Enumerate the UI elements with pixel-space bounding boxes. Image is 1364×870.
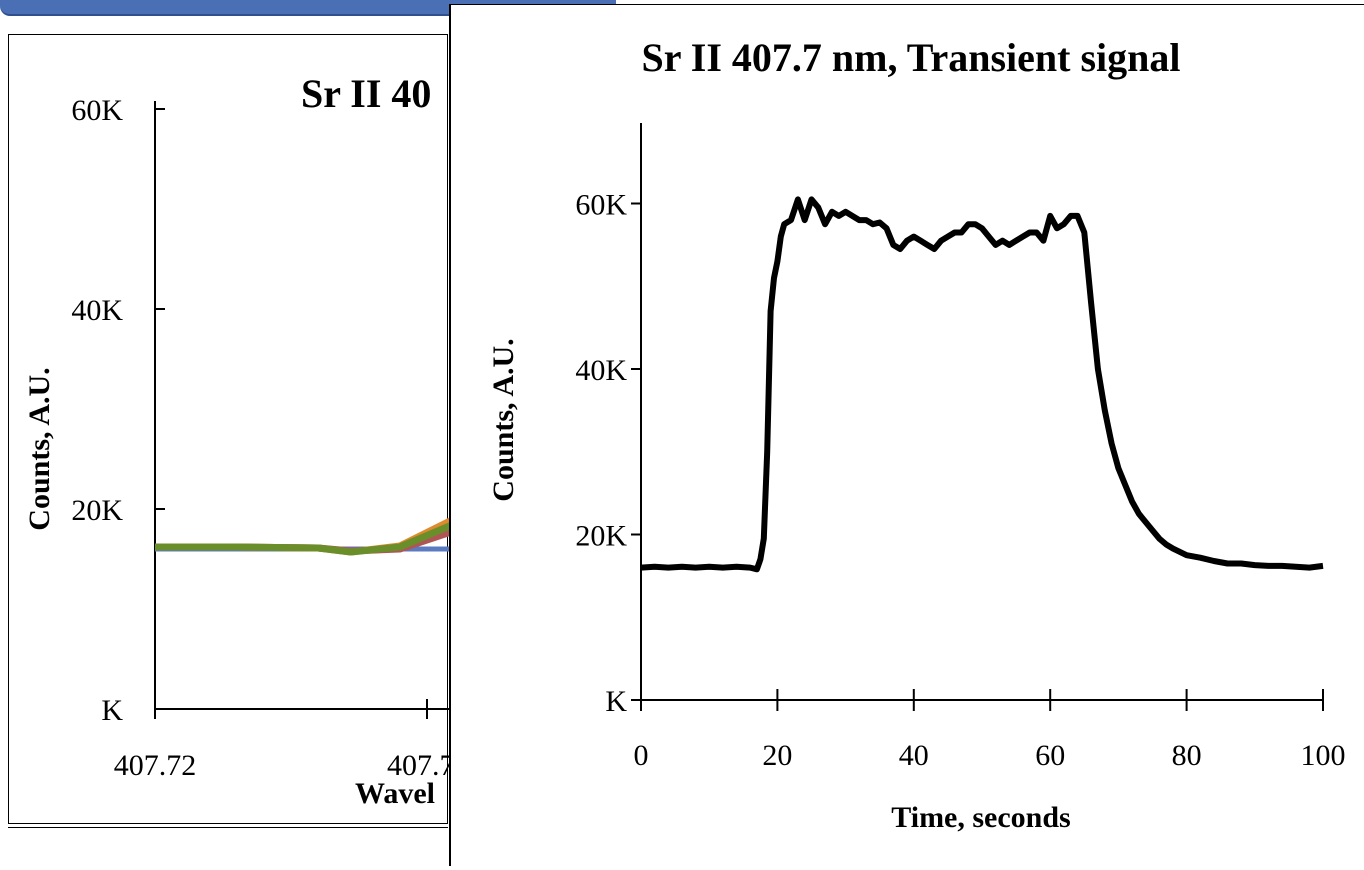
axes: K 20K 40K 60K 0 20 40 60 80 100 [575,123,1346,772]
transient-chart: Sr II 407.7 nm, Transient signal K 20K 40K… [487,35,1346,834]
chart-title: Sr II 40 [301,71,431,116]
x-tick-label: 40 [899,739,929,772]
axes: K 20K 40K 60K 407.72 407.7 [71,94,454,782]
x-tick-label: 100 [1301,739,1346,772]
spectrum-chart-panel: Sr II 40 K 20K 40K 60K 407.72 407.7 Counts, A… [8,34,699,824]
spectrum-chart: Sr II 40 K 20K 40K 60K 407.72 407.7 Counts, A… [23,71,699,810]
series-line-3 [155,287,594,556]
series-line-1 [155,267,594,556]
y-tick-label: 40K [71,294,123,327]
panel-edge [8,824,448,828]
y-tick-label: 20K [575,520,627,553]
y-tick-label: 60K [575,189,627,222]
y-tick-label: K [101,694,123,727]
x-tick-label: 407.7 [387,749,449,782]
transient-chart-panel: Sr II 407.7 nm, Transient signal K 20K 40K… [449,4,1364,866]
y-tick-label: 60K [71,94,123,127]
y-tick-label: K [605,685,627,718]
series-group [640,196,1324,573]
x-axis-label: Wavel [355,777,435,810]
x-tick-label: 80 [1172,739,1202,772]
x-tick-label: 20 [762,739,792,772]
x-tick-label: 0 [634,739,649,772]
x-tick-label: 407.72 [114,749,197,782]
x-tick-label: 60 [1035,739,1065,772]
x-axis-label: Time, seconds [891,801,1070,834]
chart-title: Sr II 407.7 nm, Transient signal [641,35,1180,80]
series-line-2 [155,307,594,555]
series-line-0 [640,196,1324,573]
y-tick-label: 20K [71,494,123,527]
y-axis-label: Counts, A.U. [23,367,56,530]
y-axis-label: Counts, A.U. [487,338,520,501]
series-group [155,267,699,556]
y-tick-label: 40K [575,354,627,387]
